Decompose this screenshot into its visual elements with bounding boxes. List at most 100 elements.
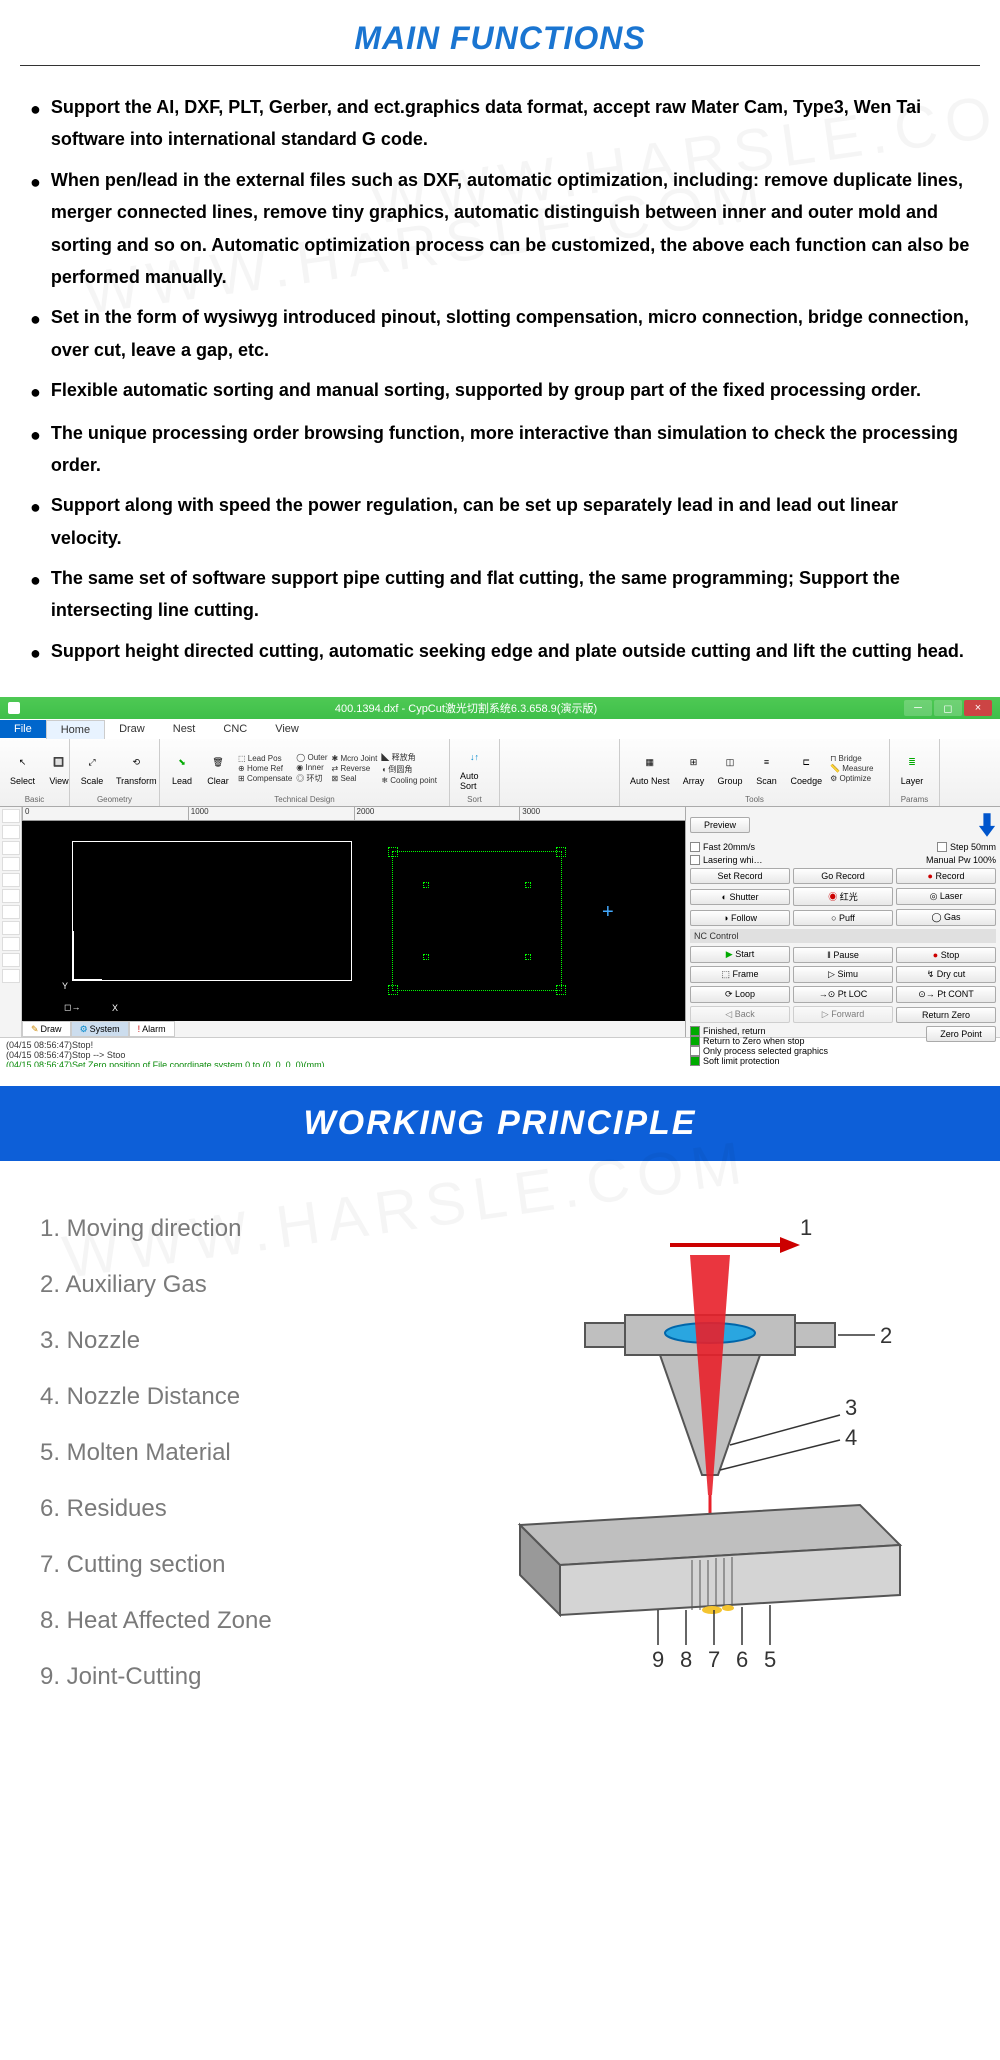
preview-button[interactable]: Preview <box>690 817 750 833</box>
principle-item: 5. Molten Material <box>40 1439 460 1467</box>
loop-button[interactable]: ⟳ Loop <box>690 986 790 1003</box>
tab-alarm-log[interactable]: !Alarm <box>129 1021 175 1037</box>
tab-draw[interactable]: Draw <box>105 720 159 738</box>
tool-button[interactable] <box>2 953 20 967</box>
principle-item: 1. Moving direction <box>40 1215 460 1243</box>
set-record-button[interactable]: Set Record <box>690 868 790 884</box>
down-arrow-icon[interactable] <box>978 811 996 839</box>
bullet-text: Support the AI, DXF, PLT, Gerber, and ec… <box>51 91 970 156</box>
shutter-button[interactable]: ◐ Shutter <box>690 889 790 905</box>
tool-button[interactable] <box>2 857 20 871</box>
diagram-label-3: 3 <box>845 1395 857 1420</box>
main-functions-heading: MAIN FUNCTIONS <box>20 0 980 66</box>
pt-cont-button[interactable]: ⊙→ Pt CONT <box>896 986 996 1003</box>
micro-joint-button[interactable]: ✱ Mcro Joint <box>332 754 378 763</box>
tool-button[interactable] <box>2 937 20 951</box>
window-titlebar: 400.1394.dxf - CypCut激光切割系统6.3.658.9(演示版… <box>0 697 1000 719</box>
close-button[interactable]: × <box>964 700 992 716</box>
tool-button[interactable] <box>2 841 20 855</box>
simu-button[interactable]: ▷ Simu <box>793 966 893 983</box>
dry-cut-button[interactable]: ↯ Dry cut <box>896 966 996 983</box>
principle-list: 1. Moving direction 2. Auxiliary Gas 3. … <box>40 1215 460 1719</box>
left-toolbar <box>0 807 22 1037</box>
return-zero-button[interactable]: Return Zero <box>896 1007 996 1023</box>
pause-button[interactable]: ‖ Pause <box>793 947 893 963</box>
principle-item: 6. Residues <box>40 1495 460 1523</box>
seal-button[interactable]: ⊠ Seal <box>332 774 378 783</box>
tab-cnc[interactable]: CNC <box>209 720 261 738</box>
follow-button[interactable]: ◑ Follow <box>690 910 790 926</box>
compensate-button[interactable]: ⊞ Compensate <box>238 774 292 783</box>
working-principle-body: WWW.HARSLE.COM 1. Moving direction 2. Au… <box>0 1195 1000 1779</box>
file-menu[interactable]: File <box>0 720 46 738</box>
bottom-tabs: ✎Draw ⚙System !Alarm <box>22 1021 685 1037</box>
tool-button[interactable] <box>2 873 20 887</box>
ring-button[interactable]: ◎ 环切 <box>296 773 327 784</box>
tab-home[interactable]: Home <box>46 720 105 739</box>
zero-point-button[interactable]: Zero Point <box>926 1026 996 1042</box>
lead-button[interactable]: ⬊Lead <box>166 748 198 788</box>
auto-sort-button[interactable]: ↓↑Auto Sort <box>456 743 493 793</box>
bridge-button[interactable]: ⊓ Bridge <box>830 754 873 763</box>
lead-pos-button[interactable]: ⬚ Lead Pos <box>238 754 292 763</box>
tool-button[interactable] <box>2 969 20 983</box>
inner-button[interactable]: ◉ Inner <box>296 763 327 772</box>
window-title: 400.1394.dxf - CypCut激光切割系统6.3.658.9(演示版… <box>28 700 904 716</box>
forward-button[interactable]: ▷ Forward <box>793 1006 893 1023</box>
tab-draw-log[interactable]: ✎Draw <box>22 1021 71 1037</box>
bullet-text: When pen/lead in the external files such… <box>51 164 970 294</box>
stop-button[interactable]: ● Stop <box>896 947 996 963</box>
nc-control-label: NC Control <box>690 929 996 943</box>
optimize-button[interactable]: ⚙ Optimize <box>830 774 873 783</box>
tool-button[interactable] <box>2 921 20 935</box>
clear-button[interactable]: 🗑Clear <box>202 748 234 788</box>
scan-button[interactable]: ≡Scan <box>751 748 783 788</box>
cooling-button[interactable]: ❄ Cooling point <box>381 776 437 785</box>
selected-shape <box>392 851 562 991</box>
tool-button[interactable] <box>2 889 20 903</box>
reverse-button[interactable]: ⇄ Reverse <box>332 764 378 773</box>
canvas[interactable]: 0 1000 2000 3000 + Y <box>22 807 685 1037</box>
tab-view[interactable]: View <box>261 720 313 738</box>
round-corner-button[interactable]: ◖ 倒圆角 <box>381 764 437 775</box>
auto-nest-button[interactable]: ▦Auto Nest <box>626 748 674 788</box>
coedge-button[interactable]: ⊏Coedge <box>787 748 827 788</box>
scale-button[interactable]: ⤢Scale <box>76 748 108 788</box>
tab-system-log[interactable]: ⚙System <box>71 1021 129 1037</box>
measure-button[interactable]: 📏 Measure <box>830 764 873 773</box>
maximize-button[interactable]: ◻ <box>934 700 962 716</box>
minimize-button[interactable]: ─ <box>904 700 932 716</box>
back-button[interactable]: ◁ Back <box>690 1006 790 1023</box>
home-ref-button[interactable]: ⊕ Home Ref <box>238 764 292 773</box>
select-button[interactable]: ↖Select <box>6 748 39 788</box>
record-button[interactable]: ● Record <box>896 868 996 884</box>
start-button[interactable]: ▶ Start <box>690 946 790 963</box>
diagram-label-7: 7 <box>708 1647 720 1672</box>
go-record-button[interactable]: Go Record <box>793 868 893 884</box>
array-button[interactable]: ⊞Array <box>678 748 710 788</box>
cursor-crosshair: + <box>602 901 614 924</box>
ruler: 0 1000 2000 3000 <box>22 807 685 821</box>
gas-button[interactable]: ◯ Gas <box>896 909 996 926</box>
x-axis-label: X <box>112 1003 118 1013</box>
laser-button[interactable]: ◎ Laser <box>896 888 996 905</box>
transform-button[interactable]: ⟲Transform <box>112 748 161 788</box>
bullet-text: The unique processing order browsing fun… <box>51 417 970 482</box>
puff-button[interactable]: ○ Puff <box>793 910 893 926</box>
tool-button[interactable] <box>2 905 20 919</box>
pt-loc-button[interactable]: →⊙ Pt LOC <box>793 986 893 1003</box>
outer-button[interactable]: ◯ Outer <box>296 753 327 762</box>
group-button[interactable]: ◫Group <box>714 748 747 788</box>
tool-button[interactable] <box>2 809 20 823</box>
tool-button[interactable] <box>2 825 20 839</box>
release-angle-button[interactable]: ◣ 释放角 <box>381 752 437 763</box>
ribbon-toolbar: ↖Select 🔲View Basic ⤢Scale ⟲Transform Ge… <box>0 739 1000 807</box>
guide-button[interactable]: ◉ 红光 <box>793 887 893 906</box>
drawing-shape <box>72 931 102 981</box>
principle-item: 8. Heat Affected Zone <box>40 1607 460 1635</box>
frame-button[interactable]: ⬚ Frame <box>690 966 790 983</box>
tab-nest[interactable]: Nest <box>159 720 210 738</box>
principle-item: 7. Cutting section <box>40 1551 460 1579</box>
laser-diagram: 1 2 3 4 <box>460 1215 960 1675</box>
layer-button[interactable]: ≣Layer <box>896 748 928 788</box>
